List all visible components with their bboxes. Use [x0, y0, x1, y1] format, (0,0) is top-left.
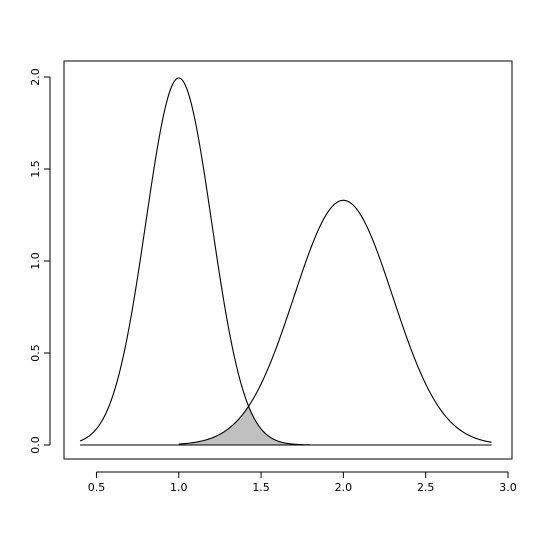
y-axis: 0.0 0.5 1.0 1.5 2.0: [29, 68, 51, 454]
x-tick-label: 0.5: [88, 481, 106, 494]
x-tick-label: 1.0: [170, 481, 188, 494]
y-tick-label: 0.5: [29, 344, 42, 362]
density-curve-2: [178, 199, 492, 445]
y-tick-label: 1.0: [29, 252, 42, 270]
overlap-shaded-area: [178, 406, 311, 445]
plot-frame: [63, 60, 513, 460]
x-tick-label: 2.5: [417, 481, 435, 494]
y-tick-label: 2.0: [29, 68, 42, 86]
x-tick-label: 1.5: [252, 481, 270, 494]
x-tick-label: 2.0: [335, 481, 353, 494]
plot-layer: [79, 77, 492, 446]
x-axis: 0.5 1.0 1.5 2.0 2.5 3.0: [88, 471, 517, 494]
density-curve-1: [79, 77, 311, 446]
y-tick-label: 0.0: [29, 436, 42, 454]
x-tick-label: 3.0: [499, 481, 517, 494]
y-tick-label: 1.5: [29, 160, 42, 178]
